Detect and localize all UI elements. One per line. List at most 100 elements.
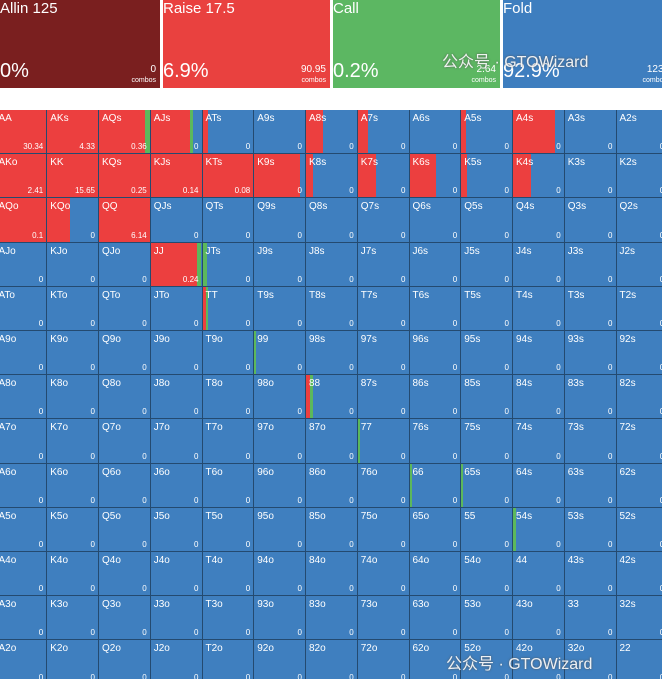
hand-combos: 0: [608, 142, 613, 152]
hand-combos: 0: [504, 672, 509, 679]
hand-label: K4s: [516, 157, 534, 169]
hand-combos: 0: [401, 451, 406, 461]
hand-cell: JJ 0.24: [150, 242, 203, 287]
raise-stripe: [47, 198, 71, 242]
action-box[interactable]: Allin 125 0% 0 combos: [0, 0, 160, 88]
hand-cell: 42o 0: [513, 640, 565, 679]
action-pct: 0%: [0, 60, 29, 82]
hand-combos: 0.24: [182, 274, 199, 284]
hand-cell: TT 0: [202, 286, 255, 331]
hand-combos: 0: [504, 451, 509, 461]
hand-combos: 0: [660, 319, 662, 328]
hand-cell: 86s 0: [409, 375, 462, 420]
action-pct: 92.9%: [503, 60, 560, 82]
hand-label: 42o: [516, 643, 533, 655]
hand-combos: 0: [660, 673, 662, 679]
action-combos: 2.64: [476, 64, 496, 75]
raise-stripe: [306, 375, 311, 419]
hand-combos: 0: [245, 274, 251, 284]
hand-combos: 0: [608, 274, 613, 284]
hand-label: 98s: [309, 334, 326, 345]
raise-stripe: [0, 198, 47, 242]
hand-label: 54s: [516, 510, 533, 522]
hand-label: JTs: [205, 245, 221, 257]
hand-label: 97o: [257, 422, 274, 434]
hand-cell: K3o 0: [47, 596, 99, 641]
hand-combos: 0: [349, 539, 354, 549]
hand-combos: 0: [194, 407, 199, 417]
hand-label: 74s: [516, 422, 533, 434]
hand-label: K9o: [50, 334, 69, 345]
hand-label: 44: [516, 555, 528, 566]
hand-cell: J5s 0: [461, 242, 513, 287]
action-box[interactable]: Call 0.2% 2.64 combos: [333, 0, 500, 88]
hand-cell: J6o 0: [150, 463, 203, 508]
hand-combos: 0: [349, 584, 354, 594]
hand-label: Q6s: [412, 201, 431, 213]
hand-cell: K8o 0: [47, 375, 99, 420]
hand-cell: T4s 0: [513, 286, 565, 331]
hand-cell: T7o 0: [202, 419, 255, 464]
hand-label: Q2s: [619, 201, 638, 213]
hand-cell: K6s 0: [409, 154, 462, 199]
hand-cell: 65o 0: [409, 507, 462, 552]
hand-label: J9o: [153, 334, 170, 345]
hand-label: J8s: [309, 245, 325, 257]
watermark: 公众号 · GTOWizard: [446, 656, 593, 673]
hand-label: K2o: [50, 643, 69, 655]
hand-label: A5s: [464, 113, 482, 124]
action-combos: 90.95: [300, 64, 326, 75]
hand-label: T5s: [464, 289, 481, 301]
hand-combos: 0: [38, 495, 44, 505]
hand-label: AQs: [102, 113, 122, 124]
hand-combos: 0: [660, 540, 662, 549]
hand-cell: Q5o 0: [99, 507, 151, 552]
hand-cell: KTo 0: [47, 286, 99, 331]
hand-combos: 6.14: [131, 230, 147, 240]
action-header: Allin 125 0% 0 combos Raise 17.5 6.9% 90.95 com…: [0, 0, 662, 88]
hand-cell: 99 0: [254, 331, 306, 376]
hand-cell: T5o 0: [202, 507, 255, 552]
hand-combos: 0: [297, 672, 302, 679]
hand-cell: KTs 0.08: [202, 154, 255, 199]
hand-label: 62o: [412, 643, 430, 655]
hand-combos: 0: [452, 318, 458, 328]
hand-cell: K6o 0: [47, 463, 99, 508]
hand-cell: 75o 0: [357, 507, 410, 552]
hand-cell: Q4o 0: [99, 552, 151, 597]
hand-combos: 2.41: [27, 186, 44, 196]
hand-combos: 0: [245, 451, 251, 461]
hand-combos: 0: [349, 672, 354, 679]
hand-label: Q3o: [102, 599, 121, 611]
hand-combos: 0: [297, 451, 302, 461]
hand-label: A2o: [0, 643, 17, 655]
hand-combos: 0: [608, 672, 613, 679]
hand-combos: 0: [608, 539, 613, 549]
hand-cell: 98o 0: [254, 375, 306, 420]
hand-cell: 93s 0: [564, 331, 617, 376]
hand-cell: A7s 0: [357, 110, 410, 155]
action-box[interactable]: Fold 92.9% 1232.43 combos: [503, 0, 662, 88]
hand-label: Q8s: [309, 201, 328, 213]
action-box[interactable]: Raise 17.5 6.9% 90.95 combos: [163, 0, 330, 88]
hand-label: 99: [257, 334, 269, 345]
hand-cell: 74o 0: [357, 552, 410, 597]
hand-cell: Q7s 0: [357, 198, 410, 243]
hand-cell: J3s 0: [564, 242, 617, 287]
hand-cell: T3s 0: [564, 286, 617, 331]
hand-cell: 93o 0: [254, 596, 306, 641]
hand-label: T2o: [205, 643, 223, 655]
hand-label: AJo: [0, 245, 16, 257]
hand-cell: Q5s 0: [461, 198, 513, 243]
hand-label: J4o: [153, 555, 170, 566]
hand-cell: 97o 0: [254, 419, 306, 464]
hand-label: QQ: [102, 201, 118, 213]
hand-label: 32s: [619, 599, 636, 611]
hand-combos: 0: [38, 363, 44, 373]
hand-cell: 72o 0: [357, 640, 410, 679]
hand-cell: ATo 0: [0, 286, 48, 331]
hand-cell: JTo 0: [150, 286, 203, 331]
hand-label: 54o: [464, 555, 481, 566]
hand-combos: 30.34: [23, 142, 44, 152]
